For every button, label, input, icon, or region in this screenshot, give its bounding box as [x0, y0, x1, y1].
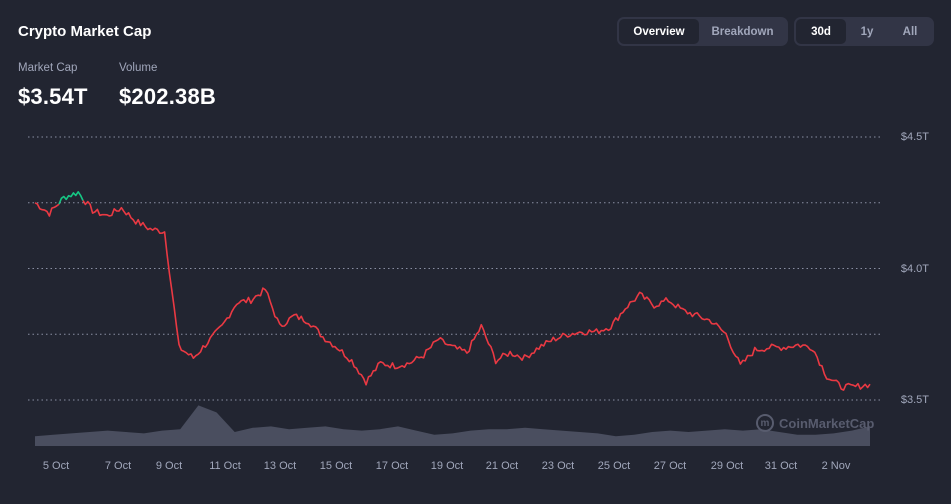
- range-all[interactable]: All: [902, 25, 918, 38]
- price-line: [58, 191, 84, 205]
- coinmarketcap-logo-icon: m: [756, 414, 774, 432]
- watermark: m CoinMarketCap: [756, 414, 874, 432]
- x-tick-label: 25 Oct: [597, 460, 631, 472]
- view-toggle: Overview Breakdown: [617, 17, 788, 46]
- x-tick-label: 2 Nov: [821, 460, 851, 472]
- price-line: [82, 200, 871, 391]
- volume-area: [35, 405, 870, 446]
- range-toggle: 30d 1y All: [794, 17, 934, 46]
- x-tick-label: 15 Oct: [319, 460, 353, 472]
- x-tick-label: 5 Oct: [42, 460, 70, 472]
- page-title: Crypto Market Cap: [18, 23, 152, 40]
- price-line: [34, 202, 60, 217]
- volume-stat: Volume $202.38B: [119, 62, 216, 110]
- x-tick-label: 21 Oct: [485, 460, 519, 472]
- x-tick-label: 13 Oct: [263, 460, 297, 472]
- x-tick-label: 19 Oct: [430, 460, 464, 472]
- tab-overview[interactable]: Overview: [619, 19, 699, 44]
- market-cap-value: $3.54T: [18, 84, 88, 109]
- x-tick-label: 27 Oct: [653, 460, 687, 472]
- x-tick-label: 29 Oct: [710, 460, 744, 472]
- tab-breakdown[interactable]: Breakdown: [711, 25, 774, 38]
- y-tick-label: $4.5T: [900, 131, 929, 143]
- x-tick-label: 23 Oct: [541, 460, 575, 472]
- y-tick-label: $3.5T: [900, 394, 929, 406]
- market-cap-stat: Market Cap $3.54T: [18, 62, 88, 110]
- x-tick-label: 7 Oct: [104, 460, 132, 472]
- volume-label: Volume: [119, 62, 158, 74]
- market-cap-label: Market Cap: [18, 62, 78, 74]
- x-tick-label: 9 Oct: [155, 460, 183, 472]
- y-tick-label: $4.0T: [900, 263, 929, 275]
- x-tick-label: 31 Oct: [764, 460, 798, 472]
- x-tick-label: 11 Oct: [209, 460, 241, 472]
- watermark-text: CoinMarketCap: [779, 415, 875, 431]
- x-tick-label: 17 Oct: [375, 460, 409, 472]
- range-1y[interactable]: 1y: [860, 25, 874, 38]
- volume-value: $202.38B: [119, 84, 217, 109]
- range-30d[interactable]: 30d: [796, 19, 846, 44]
